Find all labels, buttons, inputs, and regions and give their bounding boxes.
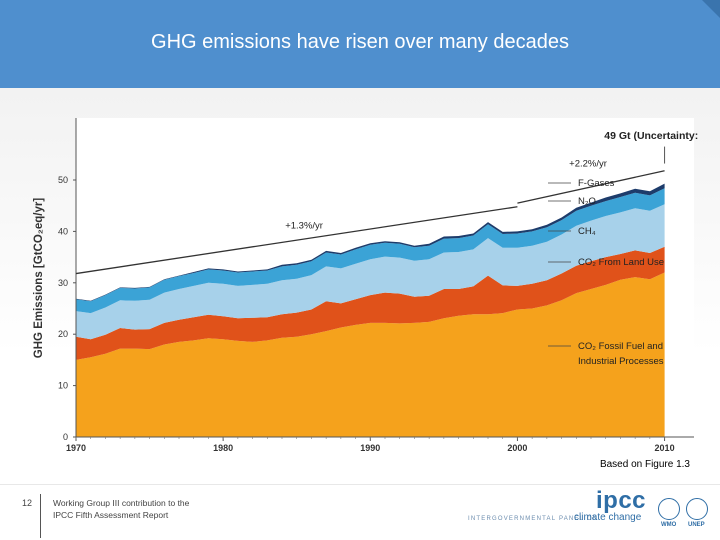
- y-axis-label: GHG Emissions [GtCO₂eq/yr]: [33, 198, 45, 359]
- x-tick-label: 2010: [655, 443, 675, 453]
- climate-change-text: climate change: [574, 512, 642, 523]
- y-tick-label: 40: [58, 226, 68, 236]
- working-group-credit: Working Group III contribution to the IP…: [53, 497, 189, 521]
- trend-line-1970-2000: [75, 206, 518, 275]
- header-fold: [702, 0, 720, 18]
- legend-n2o: N₂O: [578, 196, 596, 207]
- annotation-rate-1: +1.3%/yr: [285, 220, 323, 231]
- area-co2-fossil: [76, 272, 665, 437]
- x-tick-label: 1980: [213, 443, 233, 453]
- area-ch4: [76, 204, 665, 340]
- source-note: Based on Figure 1.3: [599, 459, 690, 470]
- panel-text: INTERGOVERNMENTAL PANEL ON: [468, 516, 599, 522]
- wmo-label: WMO: [661, 522, 677, 528]
- y-tick-label: 0: [63, 432, 68, 442]
- annotation-rate-2: +2.2%/yr: [569, 159, 607, 170]
- x-tick-label: 1970: [66, 443, 86, 453]
- legend-f-gases: F-Gases: [578, 178, 615, 189]
- slide-title: GHG emissions have risen over many decad…: [151, 31, 569, 53]
- slide-header: GHG emissions have risen over many decad…: [0, 0, 720, 88]
- page-number: 12: [22, 498, 33, 508]
- legend-co2-land-use: CO₂ From Land Use: [578, 257, 664, 268]
- legend-co2-fossil-2: Industrial Processes: [578, 356, 664, 367]
- wmo-logo-icon: [658, 498, 680, 520]
- footer-separator: [40, 494, 41, 538]
- wg-line-1: Working Group III contribution to the: [53, 498, 190, 508]
- x-tick-label: 1990: [360, 443, 380, 453]
- annotation-total: 49 Gt (Uncertainty: ±4.5 Gt): [604, 130, 700, 142]
- area-n2o: [76, 188, 665, 314]
- wg-line-2: IPCC Fifth Assessment Report: [53, 510, 169, 520]
- y-tick-label: 10: [58, 381, 68, 391]
- ipcc-logo: ipcc: [596, 487, 647, 514]
- y-tick-label: 50: [58, 175, 68, 185]
- emissions-chart: 0 10 20 30 40 50 1970 1980 1990 2000 2010 GHG Emiss…: [33, 118, 700, 453]
- unep-label: UNEP: [688, 522, 705, 528]
- legend-co2-fossil-1: CO₂ Fossil Fuel and: [578, 341, 663, 352]
- y-tick-label: 20: [58, 329, 68, 339]
- legend-ch4: CH₄: [578, 226, 596, 237]
- trend-line-2000-2010: [517, 170, 665, 204]
- area-co2-land-use: [76, 246, 665, 360]
- footer-divider: [0, 484, 720, 485]
- y-tick-label: 30: [58, 278, 68, 288]
- unep-logo-icon: [686, 498, 708, 520]
- x-tick-label: 2000: [507, 443, 527, 453]
